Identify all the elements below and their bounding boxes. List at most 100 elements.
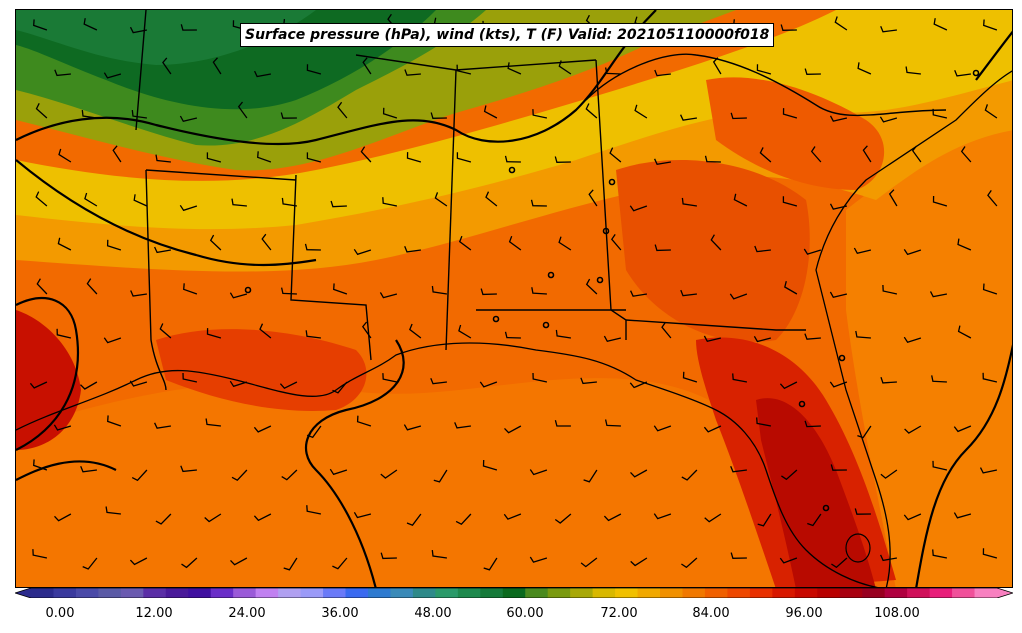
wind-barb: [804, 420, 821, 428]
wind-barb: [253, 513, 272, 522]
colorbar-segment: [457, 588, 481, 598]
wind-barb: [932, 108, 948, 119]
colorbar-segment: [255, 588, 279, 598]
wind-barb: [882, 284, 898, 295]
wind-barb: [305, 330, 321, 339]
wind-barb: [380, 552, 397, 560]
wind-barb: [406, 152, 422, 163]
wind-barb: [229, 380, 248, 388]
wind-barb: [729, 293, 748, 300]
wind-barb: [630, 469, 648, 478]
wind-barb: [532, 109, 548, 119]
wind-barb: [585, 278, 598, 295]
wind-barb: [382, 107, 398, 119]
wind-barb: [953, 512, 972, 519]
colorbar-segment: [525, 588, 549, 598]
wind-barb: [654, 244, 671, 252]
colorbar-segment: [727, 588, 751, 598]
wind-barb: [57, 237, 72, 251]
colorbar-segment: [53, 588, 77, 598]
wind-barb: [86, 278, 98, 295]
wind-barb: [337, 101, 348, 119]
wind-barb: [558, 60, 572, 75]
colorbar-segment: [75, 588, 99, 598]
wind-barb: [804, 333, 821, 340]
wind-barb: [932, 549, 948, 559]
colorbar-segment: [817, 588, 841, 598]
wind-barbs: [29, 13, 998, 571]
wind-barb: [784, 281, 798, 295]
wind-barb: [531, 287, 547, 295]
wind-barb: [54, 69, 71, 77]
wind-barb: [35, 103, 48, 119]
wind-barb: [485, 191, 498, 207]
wind-barb: [831, 557, 848, 569]
wind-barb: [433, 469, 448, 483]
wind-barb: [332, 381, 348, 394]
wind-barb: [804, 68, 821, 75]
colorbar-segment: [120, 588, 144, 598]
wind-barb: [880, 554, 898, 562]
pressure-contours: [16, 10, 1012, 587]
wind-barb: [483, 557, 498, 571]
wind-barb: [353, 511, 372, 519]
wind-barb: [112, 145, 122, 163]
colorbar-segment: [907, 588, 931, 598]
wind-barb: [957, 238, 972, 251]
colorbar-segment: [31, 588, 54, 598]
colorbar-segment: [165, 588, 189, 598]
wind-barb: [681, 469, 698, 481]
wind-barb: [880, 25, 897, 33]
wind-barb: [905, 66, 921, 75]
wind-barb: [209, 234, 222, 251]
wind-barb: [458, 324, 472, 339]
wind-barb: [130, 290, 147, 297]
wind-barb: [281, 469, 298, 481]
wind-barb: [756, 64, 772, 75]
wind-barb: [888, 189, 898, 207]
wind-barb: [283, 557, 298, 571]
wind-barb: [979, 467, 998, 474]
wind-barb: [703, 425, 722, 433]
wind-barb: [829, 203, 848, 210]
wind-barb: [29, 381, 48, 389]
hotter-region-florida: [756, 398, 876, 587]
wind-barb: [634, 104, 648, 119]
wind-barb: [753, 335, 772, 343]
wind-barb: [33, 19, 48, 31]
wind-barb: [380, 469, 398, 479]
wind-barb: [180, 24, 197, 31]
hot-region-carolinas: [706, 77, 885, 190]
wind-barb: [105, 506, 121, 515]
wind-barb: [306, 64, 322, 75]
wind-barb: [904, 425, 922, 434]
wind-barb: [503, 513, 522, 520]
wind-barb: [603, 513, 622, 522]
wind-barb: [35, 191, 48, 207]
wind-barb: [229, 292, 248, 299]
colorbar-segment: [188, 588, 212, 598]
wind-barb: [431, 550, 447, 559]
wind-barb: [404, 69, 421, 76]
colorbar-segment: [929, 588, 953, 598]
wind-barb: [155, 154, 171, 163]
colorbar-segment: [772, 588, 796, 598]
wind-barb: [81, 110, 97, 119]
wind-barb: [781, 469, 798, 481]
wind-barb: [280, 112, 297, 119]
colorbar-segment: [233, 588, 257, 598]
wind-barb: [585, 103, 598, 119]
wind-barb: [654, 158, 672, 166]
wind-barb: [554, 420, 571, 427]
lake-okeechobee: [845, 533, 871, 563]
temperature-map: [16, 10, 1012, 587]
colorbar-segment: [884, 588, 908, 598]
wind-barb: [83, 18, 98, 31]
wind-barb: [33, 459, 48, 471]
wind-barb: [204, 513, 222, 523]
wind-barb: [630, 557, 648, 567]
colorbar-segment: [704, 588, 728, 598]
wind-barb: [84, 192, 98, 207]
wind-barb: [880, 469, 898, 479]
wind-barb: [782, 108, 798, 119]
